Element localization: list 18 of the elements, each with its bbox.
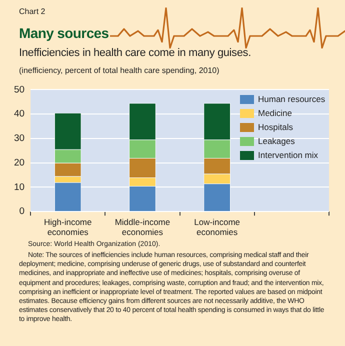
y-tick-label: 50 <box>14 84 25 96</box>
y-tick-label: 40 <box>14 108 25 120</box>
legend-label: Human resources <box>258 93 326 106</box>
y-tick-label: 10 <box>14 182 25 193</box>
chart-subtitle: Inefficiencies in health care come in many guises. <box>19 47 251 59</box>
y-tick-label: 20 <box>14 157 25 168</box>
legend-label: Hospitals <box>258 121 293 134</box>
y-tick-label: 0 <box>19 206 25 218</box>
y-axis-title: (inefficiency, percent of total health care spending, 2010) <box>19 66 220 75</box>
legend-label: Leakages <box>258 135 295 148</box>
y-tick-label: 30 <box>14 133 25 144</box>
caption: Chart 2 <box>19 7 46 16</box>
chart-title: Many sources <box>19 25 109 41</box>
legend-label: Medicine <box>258 107 292 120</box>
x-tick-label: Middle-income economies <box>114 217 170 238</box>
legend-label: Intervention mix <box>258 149 318 162</box>
x-tick-label: High-income economies <box>44 217 92 238</box>
x-tick-label: Low-income economies <box>194 217 240 238</box>
